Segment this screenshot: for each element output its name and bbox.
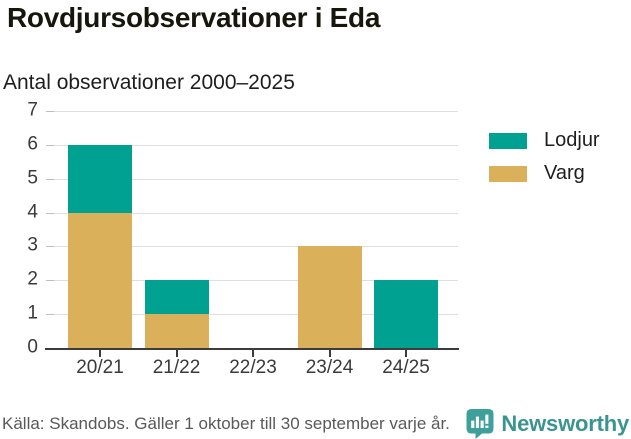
legend-label-lodjur: Lodjur: [544, 129, 600, 151]
brand-lockup: Newsworthy: [465, 408, 629, 439]
y-axis-label-5: 5: [27, 167, 38, 189]
x-axis-line: [45, 348, 459, 350]
chart-legend: Lodjur Varg: [489, 129, 600, 195]
y-tick-2: [46, 280, 54, 282]
y-tick-1: [46, 314, 54, 316]
y-axis-label-6: 6: [27, 133, 38, 155]
y-axis-label-0: 0: [27, 336, 38, 358]
x-tick-20-21: [99, 350, 101, 357]
source-note: Källa: Skandobs. Gäller 1 oktober till 3…: [2, 413, 450, 433]
y-axis-label-1: 1: [27, 302, 38, 324]
y-tick-5: [46, 178, 54, 180]
y-tick-7: [46, 111, 54, 112]
gridline-y6: [46, 144, 458, 146]
y-tick-4: [46, 212, 54, 214]
bar-segment-varg-21-22: [144, 314, 209, 348]
legend-swatch-varg: [489, 165, 527, 182]
legend-swatch-lodjur: [489, 132, 527, 149]
x-tick-23-24: [328, 350, 331, 357]
x-tick-21-22: [175, 350, 178, 357]
chart-subtitle: Antal observationer 2000–2025: [3, 71, 295, 94]
bar-segment-lodjur-20-21: [68, 144, 132, 213]
legend-item-lodjur: Lodjur: [489, 129, 600, 152]
x-axis-label-23-24: 23/24: [305, 357, 354, 378]
bar-segment-lodjur-24-25: [374, 280, 438, 348]
gridline-y1: [46, 314, 458, 316]
gridline-y3: [46, 246, 458, 248]
gridline-y7: [46, 111, 458, 112]
gridline-y2: [46, 280, 458, 282]
chart-title: Rovdjursobservationer i Eda: [7, 2, 381, 33]
gridline-y5: [46, 178, 458, 180]
x-axis-label-24-25: 24/25: [382, 357, 430, 378]
legend-item-varg: Varg: [489, 162, 600, 185]
x-tick-24-25: [405, 350, 407, 357]
x-axis-label-21-22: 21/22: [152, 357, 201, 378]
y-axis-label-4: 4: [27, 201, 38, 223]
bar-segment-varg-23-24: [297, 246, 362, 348]
x-axis-label-22-23: 22/23: [229, 357, 277, 378]
bar-segment-lodjur-21-22: [144, 280, 209, 315]
legend-label-varg: Varg: [544, 162, 585, 184]
gridline-y4: [46, 212, 458, 214]
chart-footer: Källa: Skandobs. Gäller 1 oktober till 3…: [2, 408, 629, 439]
y-tick-6: [46, 144, 54, 146]
brand-name: Newsworthy: [501, 410, 629, 436]
y-axis-label-2: 2: [27, 268, 38, 290]
x-tick-22-23: [252, 350, 254, 357]
newsworthy-logo-icon: [465, 408, 495, 439]
y-axis-label-3: 3: [27, 234, 38, 256]
y-axis-label-7: 7: [27, 99, 38, 121]
y-tick-3: [46, 246, 54, 248]
x-axis-label-20-21: 20/21: [76, 357, 124, 378]
bar-segment-varg-20-21: [68, 212, 132, 348]
